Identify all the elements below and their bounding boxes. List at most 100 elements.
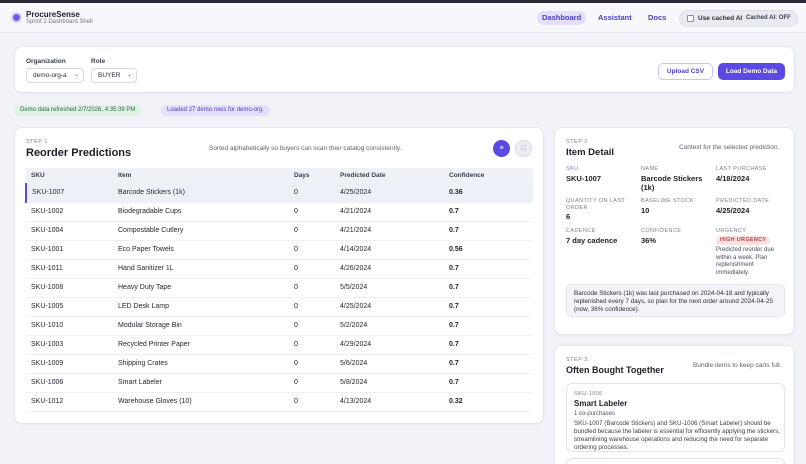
row-sku: SKU-1009	[26, 354, 113, 374]
row-confidence: 0.32	[444, 392, 533, 412]
table-row[interactable]: SKU-1001 Eco Paper Towels 0 4/14/2024 0.56	[26, 240, 533, 260]
detail-predicted-label: PREDICTED DATE	[716, 198, 770, 204]
detail-last-purchase-label: LAST PURCHASE	[716, 166, 767, 172]
row-sku: SKU-1001	[26, 240, 113, 260]
row-item: Smart Labeler	[113, 373, 289, 393]
row-confidence: 0.56	[444, 240, 533, 260]
often-bought-together-card: STEP 3 Often Bought Together Bundle item…	[554, 345, 795, 464]
row-sku: SKU-1008	[26, 278, 113, 298]
row-item: Modular Storage Bin	[113, 316, 289, 336]
row-item: Shipping Crates	[113, 354, 289, 374]
column-header-item[interactable]: Item	[113, 168, 289, 183]
row-predicted-date: 4/29/2024	[335, 335, 444, 355]
row-sku: SKU-1002	[26, 202, 113, 222]
bundle-item[interactable]: SKU-1006 Smart Labeler 1 co-purchases SK…	[566, 383, 785, 452]
detail-confidence-label: CONFIDENCE	[641, 228, 682, 234]
predictions-title: Reorder Predictions	[26, 147, 132, 159]
row-days: 0	[289, 392, 335, 412]
app-header: ProcureSense Sprint 2 Dashboard Shell Da…	[0, 3, 806, 33]
upload-csv-button[interactable]: Upload CSV	[658, 63, 713, 80]
step-label: STEP 2	[566, 139, 588, 145]
bundle-reason: SKU-1007 (Barcode Stickers) and SKU-1006…	[574, 420, 780, 451]
detail-context: Context for the selected prediction.	[679, 144, 780, 151]
row-item: Compostable Cutlery	[113, 221, 289, 241]
table-row[interactable]: SKU-1002 Biodegradable Cups 0 4/21/2024 0.7	[26, 202, 533, 222]
chevron-down-icon: ⌄	[73, 72, 79, 78]
organization-label: Organization	[26, 58, 66, 65]
predictions-subtitle: Sorted alphabetically so buyers can scan…	[209, 145, 402, 152]
organization-select[interactable]: demo-org-a ⌄	[26, 68, 84, 83]
column-header-sku[interactable]: SKU	[26, 168, 113, 183]
row-sku: SKU-1007	[25, 183, 113, 203]
load-demo-data-button[interactable]: Load Demo Data	[718, 63, 785, 80]
item-detail-card: STEP 2 Item Detail Context for the selec…	[554, 127, 795, 335]
row-item: Warehouse Gloves (10)	[113, 392, 289, 412]
row-confidence: 0.7	[444, 335, 533, 355]
detail-predicted: 4/25/2024	[716, 206, 750, 215]
app-name: ProcureSense	[26, 10, 80, 19]
row-item: LED Desk Lamp	[113, 297, 289, 317]
row-predicted-date: 4/25/2024	[335, 297, 444, 317]
table-row[interactable]: SKU-1010 Modular Storage Bin 0 5/2/2024 0.7	[26, 316, 533, 336]
refresh-status-badge: Demo data refreshed 2/7/2026, 4:35:39 PM	[14, 105, 142, 116]
cached-ai-toggle[interactable]: Use cached AI Cached AI: OFF	[679, 10, 798, 27]
row-predicted-date: 5/6/2024	[335, 354, 444, 374]
table-row[interactable]: SKU-1007 Barcode Stickers (1k) 0 4/25/2024 0…	[25, 183, 533, 203]
cached-ai-checkbox[interactable]	[687, 15, 694, 22]
table-row[interactable]: SKU-1006 Smart Labeler 0 5/8/2024 0.7	[26, 373, 533, 393]
bundles-subtitle: Bundle items to keep carts full.	[693, 362, 782, 369]
table-row[interactable]: SKU-1012 Warehouse Gloves (10) 0 4/13/2024 0…	[26, 392, 533, 412]
urgency-note: Predicted reorder due within a week. Pla…	[716, 247, 775, 276]
row-confidence: 0.7	[444, 373, 533, 393]
step-label: STEP 1	[26, 139, 48, 145]
role-select[interactable]: BUYER ⌄	[91, 68, 137, 83]
bundle-item-next[interactable]	[566, 458, 785, 464]
row-predicted-date: 4/13/2024	[335, 392, 444, 412]
row-item: Hand Sanitizer 1L	[113, 259, 289, 279]
table-row[interactable]: SKU-1009 Shipping Crates 0 5/6/2024 0.7	[26, 354, 533, 374]
column-header-predicted-date[interactable]: Predicted Date	[335, 168, 444, 183]
row-confidence: 0.7	[444, 221, 533, 241]
row-item: Heavy Duty Tape	[113, 278, 289, 298]
row-item: Eco Paper Towels	[113, 240, 289, 260]
column-header-confidence[interactable]: Confidence	[444, 168, 533, 183]
row-sku: SKU-1011	[26, 259, 113, 279]
detail-summary: Barcode Stickers (1k) was last purchased…	[566, 284, 785, 317]
bundles-title: Often Bought Together	[566, 365, 664, 375]
nav-dashboard[interactable]: Dashboard	[537, 11, 587, 25]
bundle-count: 1 co-purchases	[574, 411, 616, 417]
column-header-days[interactable]: Days	[289, 168, 335, 183]
chevron-down-icon: ⌄	[126, 72, 132, 78]
detail-sku: SKU-1007	[566, 174, 602, 183]
detail-name: Barcode Stickers (1k)	[641, 174, 703, 192]
row-predicted-date: 5/8/2024	[335, 373, 444, 393]
row-days: 0	[289, 354, 335, 374]
table-row[interactable]: SKU-1005 LED Desk Lamp 0 4/25/2024 0.7	[26, 297, 533, 317]
list-view-button[interactable]: ≡	[493, 140, 510, 157]
row-confidence: 0.7	[444, 278, 533, 298]
grid-view-button[interactable]: □	[515, 140, 532, 157]
nav-assistant[interactable]: Assistant	[598, 13, 632, 22]
table-row[interactable]: SKU-1003 Recycled Printer Paper 0 4/29/2024…	[26, 335, 533, 355]
row-sku: SKU-1005	[26, 297, 113, 317]
role-value: BUYER	[98, 72, 121, 79]
detail-qty: 6	[566, 212, 571, 221]
controls-panel: Organization demo-org-a ⌄ Role BUYER ⌄ U…	[14, 46, 795, 93]
table-row[interactable]: SKU-1011 Hand Sanitizer 1L 0 4/26/2024 0.7	[26, 259, 533, 279]
detail-name-label: NAME	[641, 166, 659, 172]
loaded-rows-badge: Loaded 27 demo rows for demo-org.	[161, 105, 271, 116]
row-days: 0	[289, 316, 335, 336]
grid-icon: □	[521, 145, 526, 152]
detail-urgency-label: URGENCY	[716, 228, 747, 234]
predictions-table: SKU Item Days Predicted Date Confidence …	[25, 168, 533, 412]
reorder-predictions-card: STEP 1 Reorder Predictions Sorted alphab…	[14, 127, 544, 424]
detail-baseline-label: BASELINE STOCK	[641, 198, 694, 204]
detail-confidence: 36%	[641, 236, 657, 245]
row-days: 0	[289, 259, 335, 279]
row-confidence: 0.7	[444, 259, 533, 279]
detail-baseline: 10	[641, 206, 650, 215]
table-row[interactable]: SKU-1008 Heavy Duty Tape 0 5/5/2024 0.7	[26, 278, 533, 298]
row-predicted-date: 4/21/2024	[335, 202, 444, 222]
nav-docs[interactable]: Docs	[648, 13, 667, 22]
table-row[interactable]: SKU-1004 Compostable Cutlery 0 4/21/2024 0.7	[26, 221, 533, 241]
